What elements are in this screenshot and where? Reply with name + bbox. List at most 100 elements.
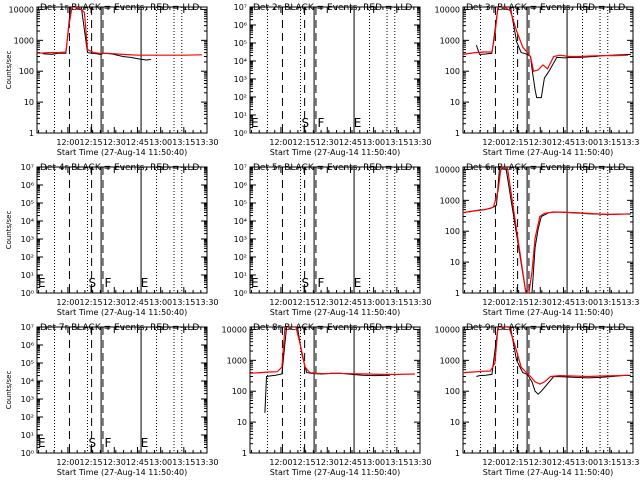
plot-frame <box>462 326 634 454</box>
ytick-label: 10000 <box>435 325 460 334</box>
time-markers <box>54 167 183 293</box>
phase-letter: E <box>38 276 46 290</box>
ytick-label: 100 <box>232 387 247 396</box>
ytick-label: 10000 <box>222 325 247 334</box>
phase-letter: S <box>89 276 97 290</box>
ytick-label: 10 <box>24 98 34 107</box>
series-line-lld <box>463 7 628 72</box>
xtick-label: 13:00 <box>362 138 385 147</box>
x-axis-label: Start Time (27-Aug-14 11:50:40) <box>270 308 401 317</box>
time-markers <box>267 7 396 133</box>
series-group <box>463 327 631 395</box>
time-markers <box>480 327 609 453</box>
series-line-events <box>42 7 151 61</box>
panel-det-6: Det 6r BLACK = Events, RED = LLD 1 10 100 10… <box>435 163 640 317</box>
x-axis-label: Start Time (27-Aug-14 11:50:40) <box>57 468 188 477</box>
time-markers <box>54 327 183 453</box>
xtick-label: 13:15 <box>385 298 408 307</box>
ytick-label: 10 <box>450 98 460 107</box>
phase-letter: E <box>251 116 259 130</box>
plot-frame <box>249 326 421 454</box>
series-group <box>463 7 631 99</box>
ytick-label: 10⁰ <box>234 129 247 138</box>
phase-letter: F <box>104 436 111 450</box>
ytick-label: 10⁶ <box>21 341 34 350</box>
ytick-label: 100 <box>445 387 460 396</box>
xtick-label: 12:45 <box>552 458 575 467</box>
phase-letter: E <box>251 276 259 290</box>
ytick-label: 1 <box>455 129 460 138</box>
series-group <box>463 167 631 293</box>
panel-title: Det 2r BLACK = Events, RED = LLD <box>253 3 412 13</box>
xtick-label: 13:15 <box>172 458 195 467</box>
xtick-label: 13:00 <box>362 298 385 307</box>
ytick-label: 1 <box>242 449 247 458</box>
ytick-label: 10⁴ <box>234 57 247 66</box>
panel-det-4: Det 4r BLACK = Events, RED = LLD 10⁰ 10¹ 10… <box>5 163 219 317</box>
xtick-label: 12:15 <box>80 298 103 307</box>
xtick-label: 12:45 <box>339 298 362 307</box>
ytick-label: 10 <box>450 258 460 267</box>
phase-letter: S <box>302 116 310 130</box>
xtick-label: 13:00 <box>362 458 385 467</box>
xtick-label: 13:30 <box>195 298 218 307</box>
ytick-label: 10 <box>237 418 247 427</box>
phase-letter: F <box>317 276 324 290</box>
xtick-label: 13:15 <box>598 298 621 307</box>
y-axis-label: Counts/sec <box>5 211 13 250</box>
panel-title: Det 5r BLACK = Events, RED = LLD <box>253 163 412 173</box>
time-markers <box>54 7 183 133</box>
xtick-label: 13:15 <box>598 458 621 467</box>
xtick-label: 12:30 <box>529 138 552 147</box>
x-axis-label: Start Time (27-Aug-14 11:50:40) <box>270 148 401 157</box>
x-axis-label: Start Time (27-Aug-14 11:50:40) <box>270 468 401 477</box>
x-axis-label: Start Time (27-Aug-14 11:50:40) <box>483 468 614 477</box>
y-axis-label: Counts/sec <box>5 51 13 90</box>
ytick-label: 10⁴ <box>21 377 34 386</box>
xtick-label: 12:00 <box>482 138 505 147</box>
xtick-label: 13:00 <box>149 458 172 467</box>
ytick-label: 1000 <box>14 36 34 45</box>
time-markers <box>480 7 609 133</box>
xtick-label: 12:45 <box>126 298 149 307</box>
ytick-label: 10⁶ <box>234 181 247 190</box>
xtick-label: 12:00 <box>56 458 79 467</box>
series-line-lld <box>463 327 628 385</box>
xtick-label: 12:00 <box>269 298 292 307</box>
ytick-label: 10⁵ <box>21 199 34 208</box>
ytick-label: 10³ <box>21 235 34 244</box>
phase-letter: F <box>317 116 324 130</box>
series-group <box>37 7 202 61</box>
ytick-label: 10⁵ <box>234 39 247 48</box>
xtick-label: 13:15 <box>385 138 408 147</box>
series-group <box>250 327 415 413</box>
xtick-label: 12:30 <box>316 298 339 307</box>
series-line-events <box>476 327 631 395</box>
xtick-label: 12:15 <box>80 138 103 147</box>
phase-letter: E <box>141 276 149 290</box>
series-line-lld <box>37 7 202 56</box>
xtick-label: 12:15 <box>80 458 103 467</box>
xtick-label: 13:00 <box>575 298 598 307</box>
xtick-label: 12:45 <box>339 138 362 147</box>
panel-title: Det 8r BLACK = Events, RED = LLD <box>253 323 412 333</box>
ytick-label: 100 <box>19 67 34 76</box>
ytick-label: 10¹ <box>234 111 247 120</box>
xtick-label: 13:15 <box>172 138 195 147</box>
xtick-label: 12:00 <box>56 138 79 147</box>
xtick-label: 13:00 <box>149 138 172 147</box>
ytick-label: 100 <box>445 67 460 76</box>
ytick-label: 10⁷ <box>21 163 34 172</box>
phase-letter: E <box>354 116 362 130</box>
panel-title: Det 1r BLACK = Events, RED = LLD <box>40 3 199 13</box>
x-axis-label: Start Time (27-Aug-14 11:50:40) <box>57 308 188 317</box>
ytick-label: 10⁴ <box>234 217 247 226</box>
xtick-label: 13:00 <box>575 138 598 147</box>
xtick-label: 12:45 <box>339 458 362 467</box>
phase-letter: E <box>141 436 149 450</box>
panel-det-5: Det 5r BLACK = Events, RED = LLD 10⁰ 10¹ 10… <box>234 163 432 317</box>
ytick-label: 1 <box>455 289 460 298</box>
ytick-label: 10⁵ <box>21 359 34 368</box>
phase-letter: S <box>89 436 97 450</box>
xtick-label: 12:30 <box>529 458 552 467</box>
